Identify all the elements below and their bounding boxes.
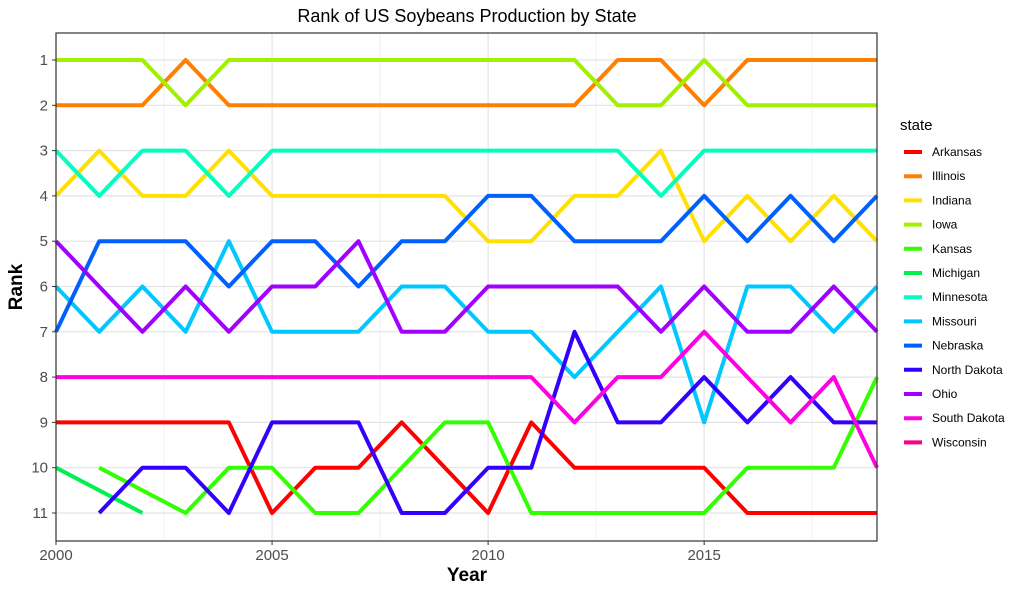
legend-label-nebraska: Nebraska [932,339,984,353]
x-tick-label: 2015 [687,547,720,564]
y-tick-label: 8 [40,369,48,386]
x-axis-title: Year [447,565,488,586]
y-axis-title: Rank [6,263,27,310]
y-tick-label: 1 [40,52,48,69]
legend-label-wisconsin: Wisconsin [932,435,987,449]
legend-label-minnesota: Minnesota [932,290,988,304]
legend-label-ohio: Ohio [932,387,958,401]
legend-label-north-dakota: North Dakota [932,363,1003,377]
legend-label-missouri: Missouri [932,314,977,328]
y-tick-label: 9 [40,414,48,431]
x-tick-label: 2010 [471,547,504,564]
legend: state Arkansas Illinois Indiana Iowa Kansas M… [900,117,1005,449]
chart-title: Rank of US Soybeans Production by State [297,6,636,26]
series-line-north-dakota [97,329,877,515]
y-tick-label: 11 [32,505,48,522]
y-tick-label: 4 [40,188,48,205]
y-tick-label: 7 [40,324,48,341]
legend-label-kansas: Kansas [932,242,972,256]
x-tick-label: 2005 [255,547,288,564]
legend-title: state [900,117,933,134]
series-line-illinois [56,58,877,108]
y-tick-label: 5 [40,233,48,250]
y-tick-label: 6 [40,279,48,296]
legend-label-illinois: Illinois [932,169,965,183]
legend-label-arkansas: Arkansas [932,145,982,159]
series-line-ohio [54,239,879,334]
legend-label-michigan: Michigan [932,266,980,280]
legend-label-iowa: Iowa [932,218,958,232]
x-tick-label: 2000 [39,547,72,564]
legend-label-south-dakota: South Dakota [932,411,1005,425]
y-tick-label: 10 [31,460,48,477]
series-line-minnesota [54,148,877,198]
series-line-iowa [56,58,877,108]
legend-label-indiana: Indiana [932,193,972,207]
series-line-michigan [55,465,144,515]
series-line-kansas [98,376,879,515]
series-line-nebraska [54,193,879,333]
y-tick-label: 2 [40,97,48,114]
plot-panel: 1 2 3 4 5 6 7 8 9 10 11 2000 2005 2010 2015 [31,32,879,564]
series-line-south-dakota [56,329,879,469]
y-tick-label: 3 [40,143,48,160]
